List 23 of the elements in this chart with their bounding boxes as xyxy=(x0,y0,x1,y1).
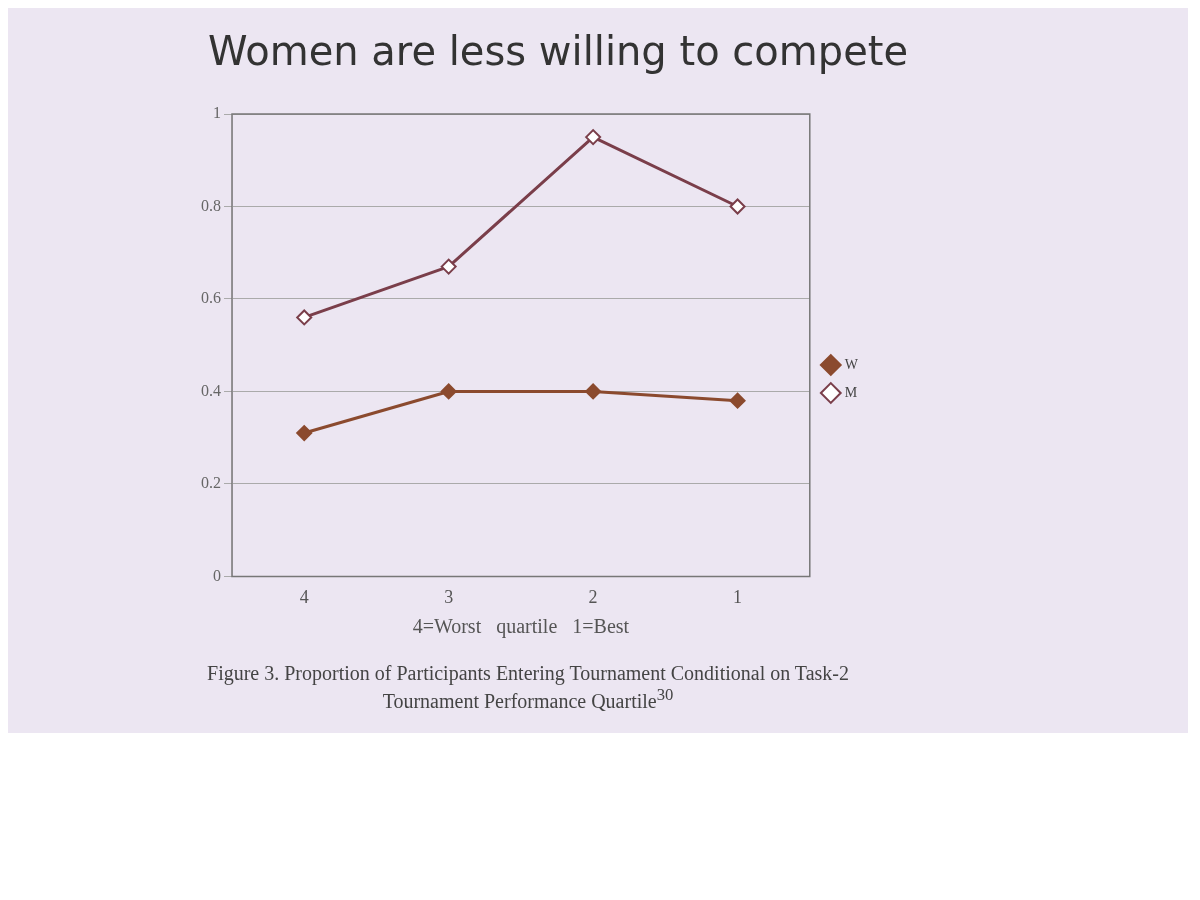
y-tick-label: 0 xyxy=(213,566,221,584)
y-tick-label: 1 xyxy=(213,104,221,122)
y-tick-label: 0.2 xyxy=(201,474,221,492)
chart-title: Women are less willing to compete xyxy=(208,28,910,74)
point xyxy=(729,392,746,409)
x-tick-label: 4 xyxy=(299,586,309,607)
y-tick-label: 0.8 xyxy=(201,196,221,214)
x-tick-label: 2 xyxy=(588,586,598,607)
x-tick-label: 1 xyxy=(733,586,743,607)
x-tick-label: 3 xyxy=(444,586,454,607)
point xyxy=(440,383,457,400)
point xyxy=(440,258,457,275)
point xyxy=(729,198,746,215)
caption: Figure 3. Proportion of Participants Entering Tournament Conditional on Task-2 Tournament Performance Quartile$^{30}$ xyxy=(206,662,850,713)
point xyxy=(296,425,313,442)
legend-label: W xyxy=(844,356,859,372)
legend-label: M xyxy=(844,384,858,400)
y-tick-label: 0.6 xyxy=(201,289,221,307)
x-axis-title: 4=Worst quartile 1=Best xyxy=(412,615,630,639)
point xyxy=(296,309,313,326)
point xyxy=(585,383,602,400)
point xyxy=(585,129,602,146)
y-tick-label: 0.4 xyxy=(201,381,221,399)
